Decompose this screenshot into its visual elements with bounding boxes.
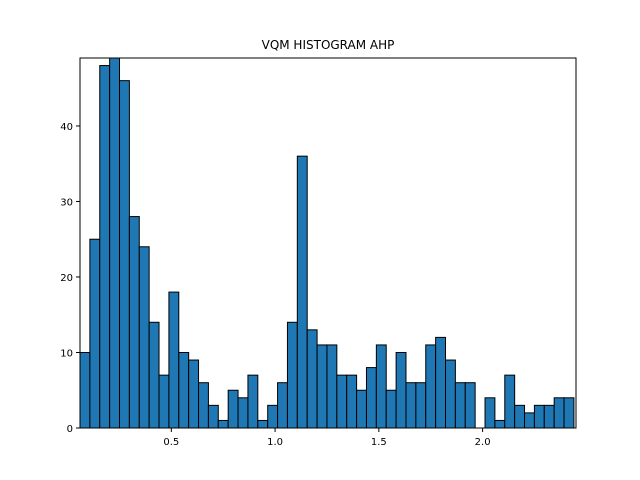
histogram-bar [365,367,377,429]
histogram-bar [99,65,111,429]
axes-frame [79,57,577,429]
histogram-bar [425,344,437,429]
histogram-bar [168,291,180,429]
histogram-bar [178,351,190,429]
x-axis: 0.5 1.0 1.5 2.0 [163,428,491,448]
histogram-bar [346,374,358,429]
histogram-bar [504,374,516,429]
histogram-bar [435,336,447,429]
histogram-bar [494,419,506,429]
histogram-bar [385,389,397,429]
histogram-bar [533,404,545,429]
histogram-bar [257,419,269,429]
histogram-bar [553,397,565,429]
histogram-bar [514,404,526,429]
histogram-bar [464,382,476,429]
histogram-bar [543,404,555,429]
histogram-bar [563,397,575,429]
histogram-bar [89,238,101,429]
histogram-bar [79,351,91,429]
histogram-bar [405,382,417,429]
histogram-bar [326,344,338,429]
histogram-bar [138,246,150,429]
histogram-bar [207,404,219,429]
histogram-bar [415,382,427,429]
y-tick-label: 10 [60,348,73,359]
histogram-bar [119,80,130,429]
y-tick-label: 40 [60,122,73,133]
histogram-bar [375,344,387,429]
histogram-bar [286,321,298,429]
histogram-bar [237,397,249,429]
histogram-bar [217,419,229,429]
y-axis: 0 10 20 30 40 [60,122,80,435]
histogram-bar [247,374,259,429]
histogram-bar [158,374,170,429]
histogram-bar [188,359,200,429]
histogram-bar [277,382,288,429]
histogram-bar [227,389,239,429]
histogram-bar [484,397,496,429]
histogram-bar [524,412,535,429]
bars-group [79,57,575,429]
histogram-bar [198,382,209,429]
histogram-bar [109,57,121,429]
y-tick-label: 20 [60,273,73,284]
x-tick-label: 1.5 [371,437,387,448]
histogram-bar [356,389,367,429]
histogram-bar [128,216,140,429]
chart-title: VQM HISTOGRAM AHP [262,38,395,52]
histogram-bar [296,155,308,429]
histogram-bar [336,374,348,429]
histogram-bar [454,382,466,429]
histogram-bar [395,351,407,429]
histogram-bar [306,329,318,429]
histogram-bar [148,321,160,429]
y-tick-label: 30 [60,197,73,208]
x-tick-label: 0.5 [163,437,179,448]
histogram-bar [445,359,456,429]
y-tick-label: 0 [67,424,73,435]
x-tick-label: 1.0 [267,437,283,448]
histogram-bar [267,404,279,429]
x-tick-label: 2.0 [475,437,491,448]
histogram-bar [316,344,328,429]
